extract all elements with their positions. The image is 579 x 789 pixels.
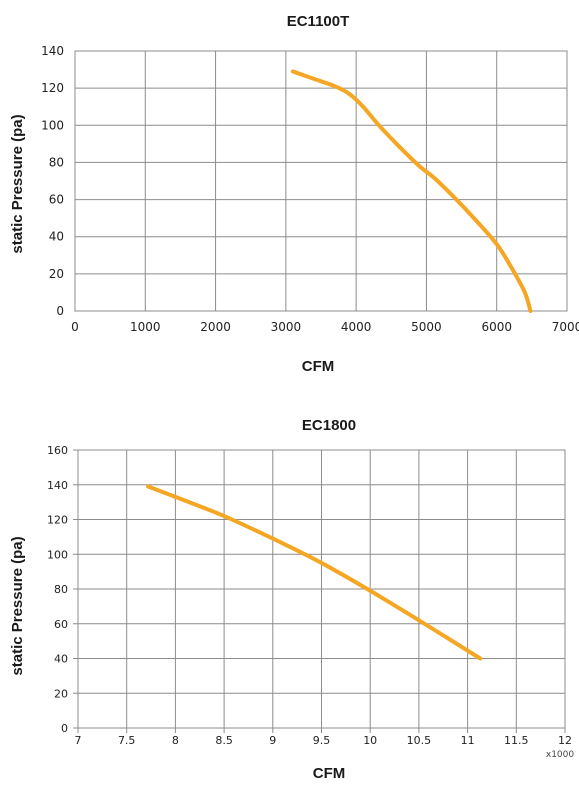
x-tick-label: 1000 [130, 320, 161, 334]
x-tick-label: 3000 [271, 320, 302, 334]
y-tick-label: 0 [61, 722, 68, 735]
chart-title: EC1100T [287, 13, 350, 30]
y-axis-label: static Pressure (pa) [9, 114, 26, 253]
y-tick-label: 100 [47, 548, 68, 561]
x-tick-label: 9 [269, 734, 276, 747]
x-tick-label: 11 [461, 734, 475, 747]
y-tick-label: 140 [41, 44, 64, 58]
y-tick-label: 60 [49, 193, 64, 207]
x-tick-label: 6000 [481, 320, 512, 334]
y-tick-label: 160 [47, 444, 68, 457]
x-tick-label: 7.5 [118, 734, 136, 747]
y-tick-label: 100 [41, 118, 64, 132]
x-tick-label: 10 [363, 734, 377, 747]
y-tick-label: 20 [49, 267, 64, 281]
y-tick-label: 80 [49, 155, 64, 169]
chart-title: EC1800 [302, 417, 356, 434]
y-tick-label: 120 [41, 81, 64, 95]
y-tick-label: 40 [49, 230, 64, 244]
x-tick-label: 12 [558, 734, 572, 747]
x-tick-label: 7000 [552, 320, 579, 334]
y-tick-label: 120 [47, 514, 68, 527]
x-tick-label: 9.5 [313, 734, 331, 747]
y-axis-label: static Pressure (pa) [9, 536, 26, 675]
y-tick-label: 40 [54, 653, 68, 666]
y-tick-label: 0 [56, 304, 64, 318]
x-tick-label: 8 [172, 734, 179, 747]
x-tick-label: 10.5 [407, 734, 432, 747]
series-line [146, 484, 483, 661]
chart-ec1100t: EC1100T 0 1000 2000 3000 4000 5000 6000 7000 0 2… [9, 13, 579, 375]
x-multiplier-label: x1000 [546, 750, 575, 760]
x-axis-label: CFM [313, 765, 346, 782]
y-tick-label: 20 [54, 687, 68, 700]
x-tick-label: 11.5 [504, 734, 529, 747]
x-tick-label: 5000 [411, 320, 442, 334]
chart-ec1800: EC1800 7 7.5 8 8.5 9 9.5 10 10.5 11 11.5 12 0 20 40 6… [9, 417, 575, 782]
series-line [290, 69, 533, 313]
x-tick-label: 4000 [341, 320, 372, 334]
x-axis-label: CFM [302, 358, 335, 375]
y-tick-label: 140 [47, 479, 68, 492]
x-tick-label: 7 [75, 734, 82, 747]
y-tick-label: 60 [54, 618, 68, 631]
x-tick-label: 0 [71, 320, 79, 334]
x-tick-label: 2000 [200, 320, 231, 334]
x-tick-label: 8.5 [215, 734, 233, 747]
plot-frame [74, 50, 568, 312]
y-tick-label: 80 [54, 583, 68, 596]
